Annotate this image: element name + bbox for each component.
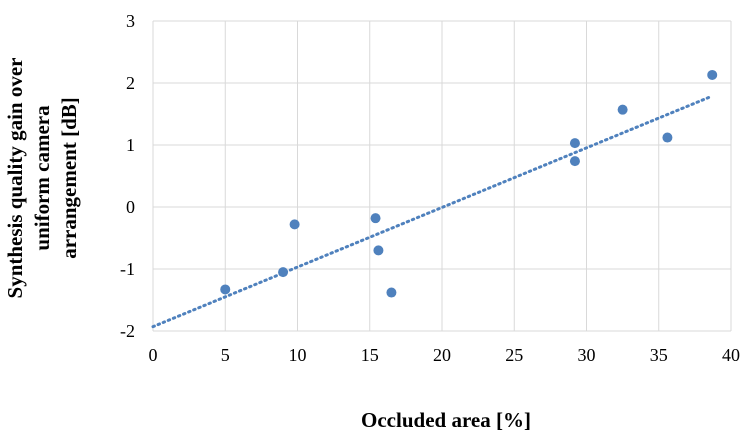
data-point xyxy=(289,219,300,230)
y-axis-title: Synthesis quality gain over uniform camer… xyxy=(3,58,81,299)
x-tick-label: 30 xyxy=(578,345,596,365)
data-point xyxy=(220,284,231,295)
data-point xyxy=(370,213,381,224)
x-tick-label: 15 xyxy=(361,345,379,365)
x-tick-labels: 0 5 10 15 20 25 30 35 40 xyxy=(149,345,741,365)
data-point xyxy=(373,245,384,256)
x-tick-label: 0 xyxy=(149,345,158,365)
x-axis-title: Occluded area [%] xyxy=(361,408,531,432)
y-axis-title-line: uniform camera xyxy=(30,105,54,251)
x-tick-label: 25 xyxy=(505,345,523,365)
grid xyxy=(152,20,732,332)
trendline-group xyxy=(151,94,714,329)
y-tick-label: -2 xyxy=(120,321,135,341)
x-tick-label: 5 xyxy=(221,345,230,365)
data-points xyxy=(220,69,718,298)
data-point xyxy=(278,267,289,278)
y-tick-label: 2 xyxy=(126,73,135,93)
x-tick-label: 40 xyxy=(722,345,740,365)
data-point xyxy=(569,156,580,167)
trendline xyxy=(151,94,714,329)
data-point xyxy=(386,287,397,298)
y-tick-label: 0 xyxy=(126,197,135,217)
data-point xyxy=(707,69,718,80)
y-tick-label: 3 xyxy=(126,11,135,31)
y-tick-labels: -2 -1 0 1 2 3 xyxy=(120,11,135,341)
y-tick-label: -1 xyxy=(120,259,135,279)
y-axis-title-line: Synthesis quality gain over xyxy=(3,58,27,299)
x-tick-label: 10 xyxy=(289,345,307,365)
y-axis-title-line: arrangement [dB] xyxy=(57,97,81,259)
data-point xyxy=(617,104,628,115)
y-tick-label: 1 xyxy=(126,135,135,155)
x-tick-label: 35 xyxy=(650,345,668,365)
x-tick-label: 20 xyxy=(433,345,451,365)
data-point xyxy=(569,138,580,149)
data-point xyxy=(662,132,673,143)
